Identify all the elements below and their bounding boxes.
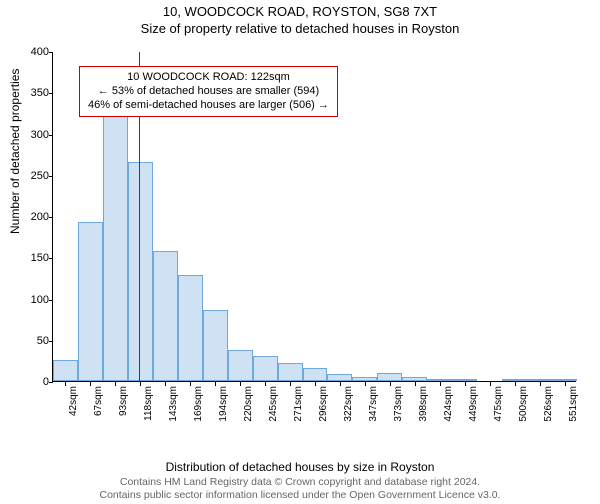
annotation-box: 10 WOODCOCK ROAD: 122sqm← 53% of detache…: [79, 66, 338, 117]
x-tick-label: 67sqm: [93, 386, 104, 436]
x-tick-label: 220sqm: [243, 386, 254, 436]
x-tick-mark: [565, 382, 566, 386]
histogram-bar: [502, 379, 527, 381]
y-tick-mark: [49, 382, 53, 383]
x-tick-mark: [415, 382, 416, 386]
x-tick-mark: [515, 382, 516, 386]
x-tick-label: 271sqm: [293, 386, 304, 436]
footer-attribution: Contains HM Land Registry data © Crown c…: [0, 476, 600, 502]
y-tick-label: 250: [17, 170, 49, 182]
histogram-bar: [228, 350, 253, 381]
y-tick-label: 400: [17, 46, 49, 58]
x-tick-label: 475sqm: [493, 386, 504, 436]
y-tick-label: 50: [17, 335, 49, 347]
annotation-line: 10 WOODCOCK ROAD: 122sqm: [88, 71, 329, 85]
y-tick-mark: [49, 135, 53, 136]
histogram-bar: [377, 373, 402, 381]
x-tick-label: 118sqm: [143, 386, 154, 436]
x-tick-mark: [365, 382, 366, 386]
x-tick-mark: [215, 382, 216, 386]
x-tick-label: 42sqm: [68, 386, 79, 436]
x-tick-label: 551sqm: [568, 386, 579, 436]
chart-area: 05010015020025030035040042sqm67sqm93sqm1…: [52, 52, 576, 422]
y-tick-mark: [49, 341, 53, 342]
y-tick-mark: [49, 93, 53, 94]
x-tick-mark: [465, 382, 466, 386]
histogram-bar: [552, 379, 577, 381]
x-tick-label: 245sqm: [268, 386, 279, 436]
page-title: 10, WOODCOCK ROAD, ROYSTON, SG8 7XT: [0, 4, 600, 19]
x-tick-mark: [540, 382, 541, 386]
footer-line-1: Contains HM Land Registry data © Crown c…: [0, 476, 600, 489]
y-tick-mark: [49, 176, 53, 177]
x-tick-mark: [90, 382, 91, 386]
histogram-bar: [527, 379, 552, 381]
histogram-bar: [78, 222, 103, 381]
x-tick-mark: [340, 382, 341, 386]
y-tick-label: 150: [17, 252, 49, 264]
footer-line-2: Contains public sector information licen…: [0, 489, 600, 502]
x-tick-label: 322sqm: [343, 386, 354, 436]
y-tick-label: 350: [17, 87, 49, 99]
x-tick-mark: [140, 382, 141, 386]
histogram-bar: [103, 109, 128, 381]
y-tick-mark: [49, 52, 53, 53]
x-axis-label: Distribution of detached houses by size …: [0, 460, 600, 474]
y-tick-label: 200: [17, 211, 49, 223]
x-tick-label: 347sqm: [368, 386, 379, 436]
x-tick-mark: [290, 382, 291, 386]
x-tick-label: 296sqm: [318, 386, 329, 436]
y-tick-mark: [49, 258, 53, 259]
histogram-bar: [303, 368, 328, 381]
annotation-line: 46% of semi-detached houses are larger (…: [88, 99, 329, 113]
x-tick-label: 373sqm: [393, 386, 404, 436]
histogram-bar: [253, 356, 278, 381]
histogram-bar: [53, 360, 78, 381]
x-tick-label: 194sqm: [218, 386, 229, 436]
x-tick-mark: [165, 382, 166, 386]
page-subtitle: Size of property relative to detached ho…: [0, 21, 600, 36]
plot-area: 05010015020025030035040042sqm67sqm93sqm1…: [52, 52, 576, 382]
x-tick-mark: [240, 382, 241, 386]
x-tick-mark: [190, 382, 191, 386]
y-tick-label: 300: [17, 129, 49, 141]
x-tick-label: 500sqm: [518, 386, 529, 436]
histogram-bar: [427, 379, 452, 381]
x-tick-label: 449sqm: [468, 386, 479, 436]
histogram-bar: [178, 275, 203, 381]
y-tick-label: 100: [17, 294, 49, 306]
x-tick-label: 143sqm: [168, 386, 179, 436]
histogram-bar: [153, 251, 178, 381]
annotation-line: ← 53% of detached houses are smaller (59…: [88, 85, 329, 99]
x-tick-label: 526sqm: [543, 386, 554, 436]
y-tick-mark: [49, 217, 53, 218]
x-tick-mark: [115, 382, 116, 386]
histogram-bar: [452, 379, 477, 381]
x-tick-mark: [65, 382, 66, 386]
x-tick-mark: [490, 382, 491, 386]
x-tick-label: 424sqm: [443, 386, 454, 436]
x-tick-mark: [265, 382, 266, 386]
x-tick-label: 398sqm: [418, 386, 429, 436]
histogram-bar: [203, 310, 228, 381]
histogram-bar: [402, 377, 427, 381]
histogram-bar: [327, 374, 352, 381]
x-tick-label: 93sqm: [118, 386, 129, 436]
x-tick-mark: [390, 382, 391, 386]
histogram-bar: [352, 377, 377, 381]
y-tick-mark: [49, 300, 53, 301]
x-tick-label: 169sqm: [193, 386, 204, 436]
y-tick-label: 0: [17, 376, 49, 388]
x-tick-mark: [440, 382, 441, 386]
x-tick-mark: [315, 382, 316, 386]
histogram-bar: [278, 363, 303, 381]
